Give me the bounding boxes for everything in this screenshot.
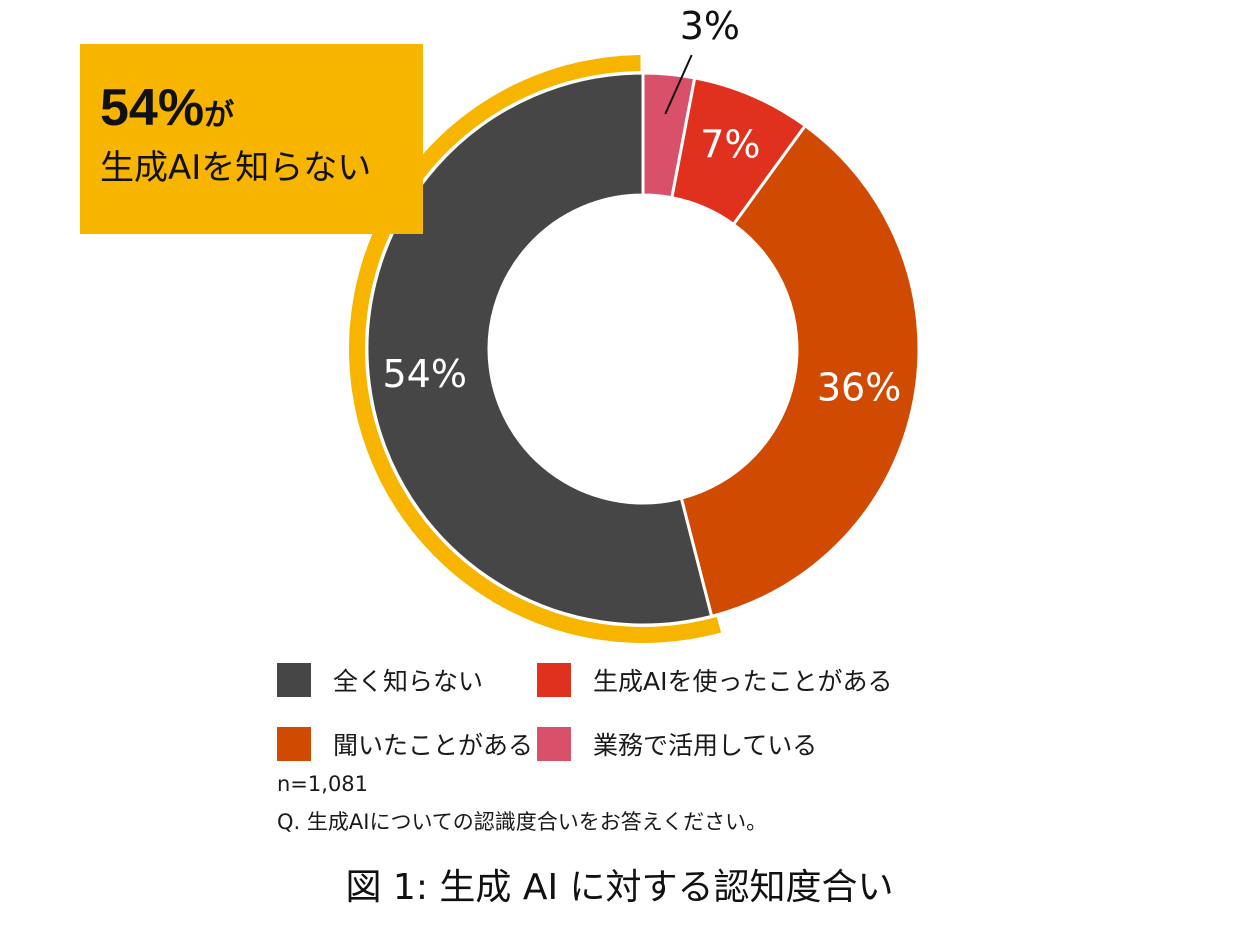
data-label-2: 36%: [817, 366, 901, 410]
data-label-1: 7%: [700, 123, 760, 167]
legend-swatch: [277, 663, 311, 697]
callout-box: 54%が 生成AIを知らない: [80, 44, 423, 234]
legend-label: 生成AIを使ったことがある: [593, 667, 893, 696]
legend-label: 業務で活用している: [593, 731, 818, 760]
data-label-3: 54%: [383, 352, 467, 396]
donut-slice-3: [365, 71, 714, 627]
legend-swatch: [537, 663, 571, 697]
legend-item-business: 業務で活用している: [537, 724, 817, 764]
leader-line-0: [664, 54, 693, 115]
legend-label: 全く知らない: [333, 667, 484, 696]
legend-swatch: [537, 727, 571, 761]
data-label-0: 3%: [680, 4, 740, 48]
donut-chart: 3% 7% 36% 54%: [348, 4, 921, 644]
question-note: Q. 生成AIについての認識度合いをお答えください。: [277, 810, 768, 834]
donut-slice-2: [679, 123, 921, 619]
callout-text: 生成AIを知らない: [100, 148, 372, 188]
legend-swatch: [277, 727, 311, 761]
callout-particle: が: [204, 98, 235, 133]
callout-percent: 54%: [100, 79, 205, 137]
legend-item-heard: 聞いたことがある: [277, 724, 533, 764]
figure-caption: 図 1: 生成 AI に対する認知度合い: [345, 867, 894, 908]
legend: 全く知らない 生成AIを使ったことがある 聞いたことがある 業務で活用している: [277, 660, 917, 790]
legend-item-used: 生成AIを使ったことがある: [537, 660, 892, 700]
sample-size-note: n=1,081: [277, 772, 369, 796]
legend-label: 聞いたことがある: [333, 731, 534, 760]
legend-item-not-known: 全く知らない: [277, 660, 483, 700]
